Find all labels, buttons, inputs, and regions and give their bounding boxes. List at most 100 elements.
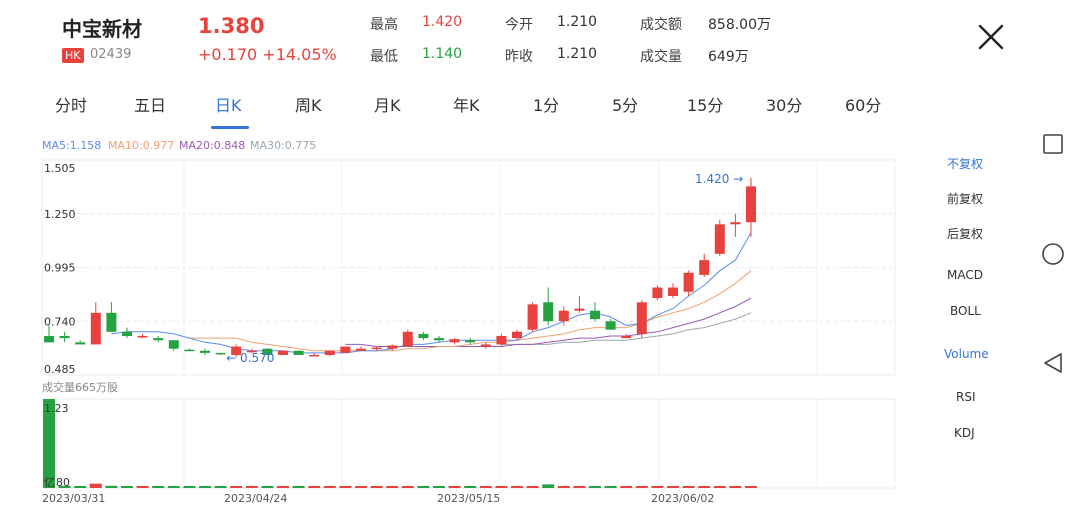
square-recent-apps-icon — [1043, 134, 1063, 154]
tab-60-min[interactable]: 60分 — [845, 96, 882, 115]
option-backward-adjust[interactable]: 后复权 — [947, 227, 984, 241]
volume-bar — [214, 486, 227, 488]
volume-bar — [89, 483, 102, 488]
candle-body — [590, 310, 600, 320]
candle-body — [137, 336, 148, 338]
candle-body — [231, 346, 242, 355]
ma5-legend: MA5:1.158 — [42, 139, 102, 152]
market-badge: HK — [62, 48, 84, 63]
triangle-back-icon — [1044, 353, 1062, 373]
volume-bar — [604, 486, 617, 488]
tab-weekly-k[interactable]: 周K — [295, 96, 322, 115]
ma10-legend: MA10:0.977 — [108, 139, 175, 152]
tab-five-day[interactable]: 五日 — [134, 96, 167, 115]
volume-bar — [589, 486, 601, 488]
candle-body — [527, 304, 538, 330]
x-tick-label: 2023/03/31 — [42, 492, 105, 505]
y-tick-label: 1.505 — [44, 162, 76, 175]
tab-yearly-k[interactable]: 年K — [453, 96, 480, 115]
price-change: +0.170 +14.05% — [198, 45, 337, 64]
indicator-rsi[interactable]: RSI — [956, 390, 976, 404]
indicator-macd[interactable]: MACD — [947, 268, 983, 282]
indicator-kdj[interactable]: KDJ — [954, 426, 975, 440]
candle-body — [168, 340, 179, 349]
candle-body — [106, 312, 117, 332]
indicator-volume[interactable]: Volume — [944, 347, 989, 361]
active-tab-indicator — [211, 126, 249, 129]
ma30-legend: MA30:0.775 — [250, 139, 317, 152]
candle-body — [574, 308, 585, 311]
option-forward-adjust[interactable]: 前复权 — [947, 192, 984, 206]
max-price-annotation: 1.420 → — [695, 172, 743, 186]
volume-bar — [136, 486, 149, 488]
volume-unit-label: 亿 — [44, 476, 55, 489]
volume-bar — [292, 486, 305, 488]
y-tick-label: 0.485 — [44, 363, 76, 376]
recent-apps-button[interactable] — [1042, 133, 1064, 159]
x-tick-label: 2023/06/02 — [651, 492, 714, 505]
candle-body — [75, 342, 86, 345]
volume-bar — [183, 486, 196, 488]
candle-body — [605, 321, 616, 330]
candle-body — [730, 222, 741, 225]
y-tick-label: 0.995 — [44, 262, 76, 275]
circle-home-icon — [1042, 243, 1064, 265]
low-label: 最低 — [370, 49, 398, 65]
kline-chart[interactable]: 1.505 1.250 0.995 0.740 0.485 1.420 → ← 0.570 成… — [0, 0, 900, 508]
volume-frame — [41, 398, 896, 489]
candle-body — [44, 336, 54, 343]
x-tick-label: 2023/05/15 — [437, 492, 500, 505]
indicator-boll[interactable]: BOLL — [950, 304, 981, 318]
volume-bar — [729, 486, 742, 488]
volume-value: 649万 — [708, 49, 749, 65]
tab-5-min[interactable]: 5分 — [612, 96, 639, 115]
candle-body — [246, 350, 257, 353]
tab-daily-k[interactable]: 日K — [215, 96, 242, 115]
tab-15-min[interactable]: 15分 — [687, 96, 724, 115]
volume-bar — [620, 486, 633, 488]
tab-time-sharing[interactable]: 分时 — [55, 96, 88, 115]
candle-body — [449, 339, 460, 343]
candle-body — [215, 352, 226, 355]
candle-body — [340, 346, 351, 353]
close-button[interactable] — [976, 22, 1006, 52]
y-tick-label: 0.740 — [44, 315, 76, 328]
tab-monthly-k[interactable]: 月K — [374, 96, 401, 115]
candle-body — [746, 186, 756, 223]
candle-body — [153, 338, 164, 341]
candle-body — [200, 350, 210, 353]
candle-body — [184, 349, 195, 352]
close-icon — [978, 24, 1004, 50]
tab-1-min[interactable]: 1分 — [533, 96, 560, 115]
volume-bar — [261, 486, 274, 488]
volume-bar — [58, 485, 71, 488]
x-tick-label: 2023/04/24 — [224, 492, 287, 505]
option-no-adjust[interactable]: 不复权 — [947, 157, 984, 171]
candle-body — [714, 224, 725, 254]
volume-bar — [448, 486, 461, 488]
volume-bar — [74, 486, 87, 488]
candle-body — [621, 336, 632, 339]
volume-bar — [713, 486, 726, 488]
stock-name: 中宝新材 — [62, 17, 142, 41]
volume-bar — [386, 486, 399, 488]
volume-bar — [479, 486, 492, 488]
tab-30-min[interactable]: 30分 — [766, 96, 803, 115]
candle-body — [480, 344, 491, 347]
candle-body — [122, 331, 132, 337]
volume-bar — [245, 486, 258, 488]
volume-title: 成交量665万股 — [42, 380, 118, 394]
candle-body — [668, 287, 678, 296]
candle-body — [402, 331, 413, 347]
volume-bar — [495, 486, 508, 488]
candle-body — [278, 350, 288, 355]
volume-bar — [230, 486, 243, 488]
home-button[interactable] — [1041, 242, 1065, 270]
volume-bar — [355, 486, 367, 488]
candle-body — [558, 310, 569, 322]
volume-bar — [573, 486, 586, 488]
back-button[interactable] — [1041, 351, 1065, 379]
volume-bar — [542, 484, 555, 488]
volume-bar — [199, 486, 211, 488]
candle-body — [293, 350, 304, 355]
